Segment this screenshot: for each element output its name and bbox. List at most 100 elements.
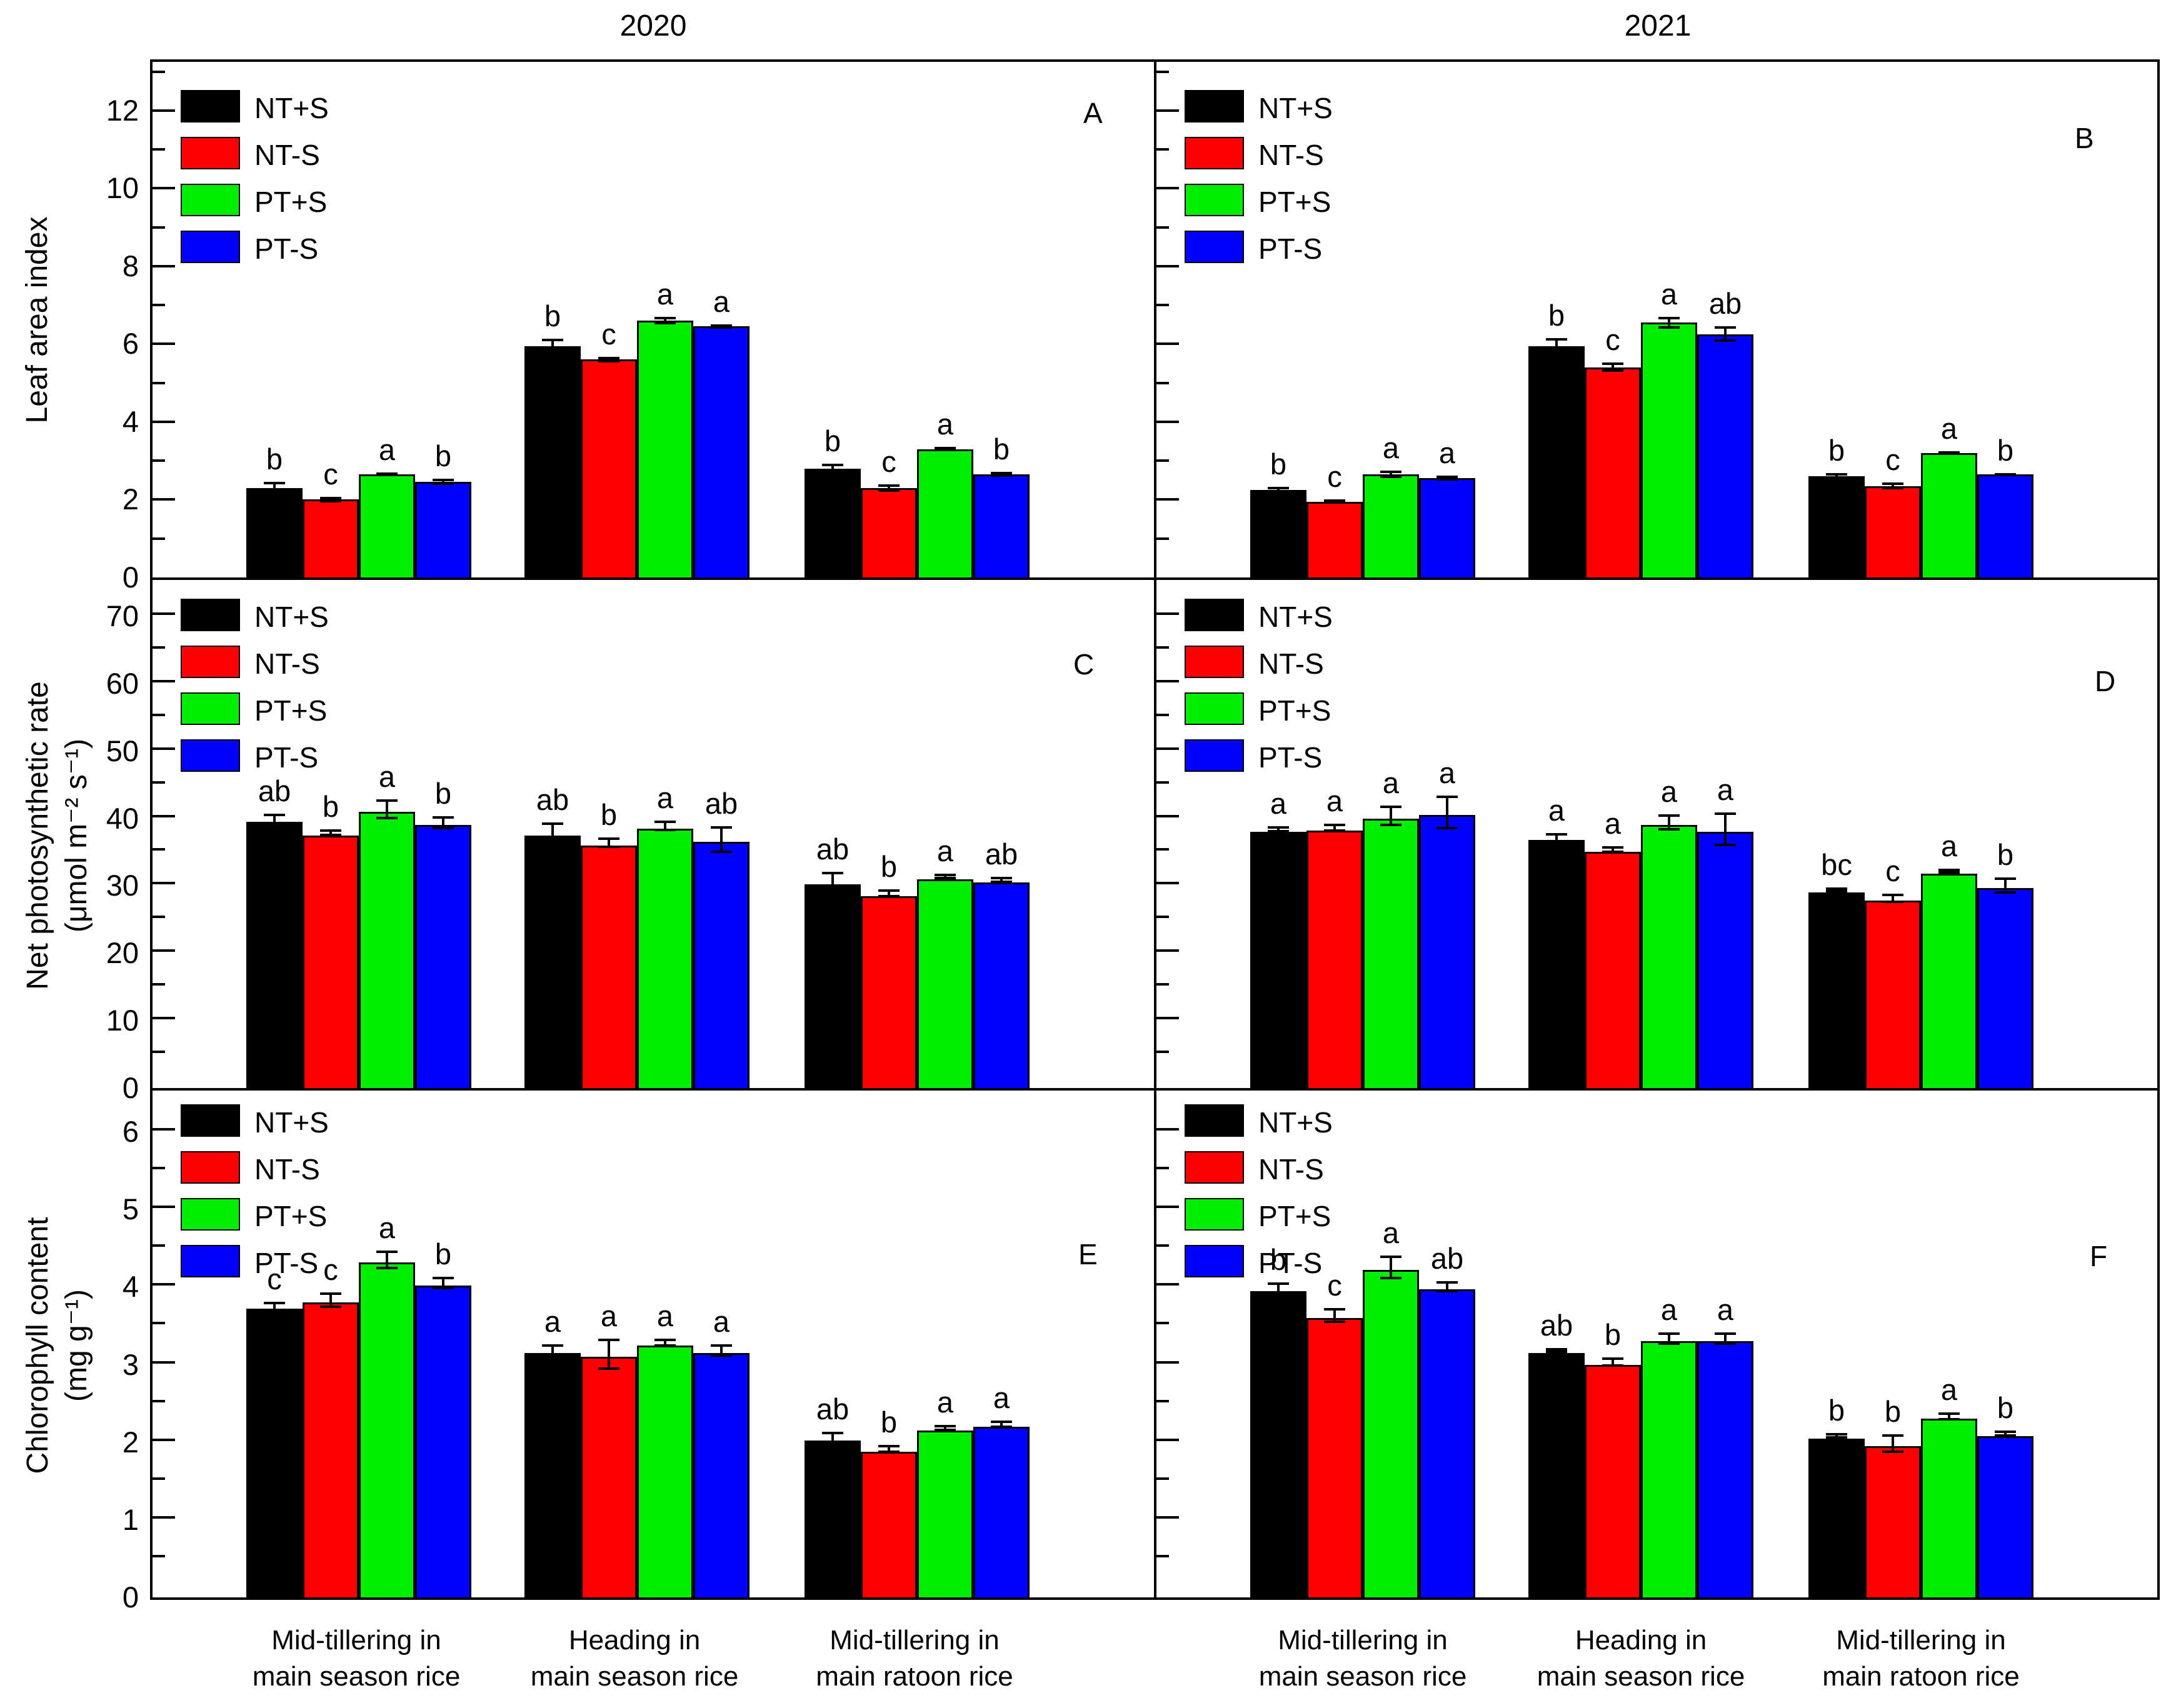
error-bar [878,484,900,492]
panel-letter-C: C [1073,648,1095,681]
error-bar-stem [1277,486,1280,493]
significance-letter: b [544,299,561,333]
y-minor-tick [153,381,165,384]
legend-label: NT+S [1258,92,1333,124]
significance-letter: a [713,285,730,319]
error-bar-cap-bottom [542,1354,563,1357]
bar-nts-group2 [581,359,637,577]
legend-item-pts: PT-S [181,231,381,265]
significance-letter: ab [816,1392,850,1426]
legend-item-pts: PT+S [1185,1198,1385,1232]
y-minor-tick [1156,916,1169,919]
panel-letter-E: E [1078,1238,1098,1271]
legend-swatch [1185,739,1244,772]
error-bar [991,471,1012,477]
bar-nts-group3 [1808,476,1865,577]
y-minor-tick [153,983,165,986]
y-minor-tick [1156,1244,1169,1247]
legend-swatch [181,739,240,772]
bar-nts-group1 [1306,1318,1363,1597]
error-bar-cap-top [320,497,341,500]
y-major-tick [1156,679,1179,682]
error-bar-cap-bottom [264,491,285,494]
error-bar-cap-bottom [1380,823,1401,826]
error-bar-cap-top [1938,451,1960,454]
significance-letter: a [1660,775,1678,809]
error-bar-cap-bottom [822,1442,843,1445]
bar-pts-group2 [693,326,750,577]
error-bar-cap-top [542,339,563,342]
bar-pts-group1 [359,811,415,1088]
error-bar-stem [386,799,388,819]
significance-letter: b [266,442,283,476]
error-bar-stem [386,1250,388,1269]
bar-pts-group2 [1641,322,1697,577]
legend-label: PT-S [1258,1247,1323,1279]
significance-letter: c [881,444,896,478]
y-minor-tick [153,713,165,716]
y-major-tick [153,109,175,112]
y-major-tick [153,498,175,501]
error-bar-cap-top [1715,1332,1736,1336]
error-bar [1938,868,1960,874]
significance-letter: a [378,759,396,793]
x-category-label: Heading in main season rice [1537,1625,1745,1692]
y-tick-label: 5 [122,1192,139,1226]
error-bar-stem [1668,316,1670,329]
y-minor-tick [153,1167,165,1170]
significance-letter: b [880,1406,898,1439]
bar-pts-group3 [1977,474,2033,577]
error-bar [878,889,900,898]
y-tick-label: 10 [106,1004,139,1037]
y-minor-tick [1156,70,1169,73]
significance-letter: a [1940,411,1958,445]
error-bar-cap-bottom [1324,829,1345,832]
x-category-label: Mid-tillering in main ratoon rice [816,1625,1013,1692]
error-bar-cap-top [1882,893,1903,896]
significance-letter: ab [258,774,291,808]
significance-letter: a [713,1304,730,1338]
legend-label: NT+S [254,92,329,124]
y-tick-label: 12 [106,93,139,127]
y-minor-tick [153,1554,165,1557]
error-bar-cap-top [1602,1357,1623,1361]
y-tick-label: 1 [122,1502,139,1536]
bar-nts-group3 [861,896,917,1088]
error-bar-cap-top [991,1420,1012,1423]
error-bar [264,814,285,825]
bar-pts-group1 [1363,474,1419,577]
error-bar-stem [720,1344,723,1357]
error-bar-stem [664,821,666,832]
bar-pts-group1 [415,825,471,1088]
error-bar-stem [831,464,834,474]
error-bar-cap-top [1436,1281,1458,1284]
significance-letter: b [880,850,898,884]
error-bar [1380,1256,1401,1279]
significance-letter: b [1270,447,1287,481]
error-bar-stem [551,339,554,353]
bar-nts-group3 [1808,892,1865,1088]
significance-letter: ab [1430,1242,1464,1276]
error-bar-cap-bottom [1436,1289,1458,1292]
legend-swatch [181,692,240,725]
x-category-label: Heading in main season rice [530,1625,739,1692]
error-bar-stem [273,814,276,825]
error-bar-cap-top [935,874,956,877]
significance-letter: a [1438,756,1456,790]
legend-swatch [181,646,240,678]
error-bar-cap-bottom [376,1266,398,1269]
bar-nts-group3 [1865,1446,1921,1597]
bar-pts-group1 [1363,1270,1419,1597]
error-bar [1546,338,1567,354]
y-major-tick [153,264,175,267]
y-minor-tick [1156,713,1169,716]
bar-pts-group2 [1697,832,1753,1088]
bar-pts-group2 [693,842,750,1088]
error-bar-cap-top [991,876,1012,879]
y-major-tick [153,882,175,885]
error-bar-cap-bottom [654,1344,676,1347]
error-bar-stem [442,816,444,830]
y-tick-label: 0 [122,1071,139,1104]
error-bar-cap-bottom [598,846,619,849]
error-bar-cap-top [1324,1307,1345,1311]
